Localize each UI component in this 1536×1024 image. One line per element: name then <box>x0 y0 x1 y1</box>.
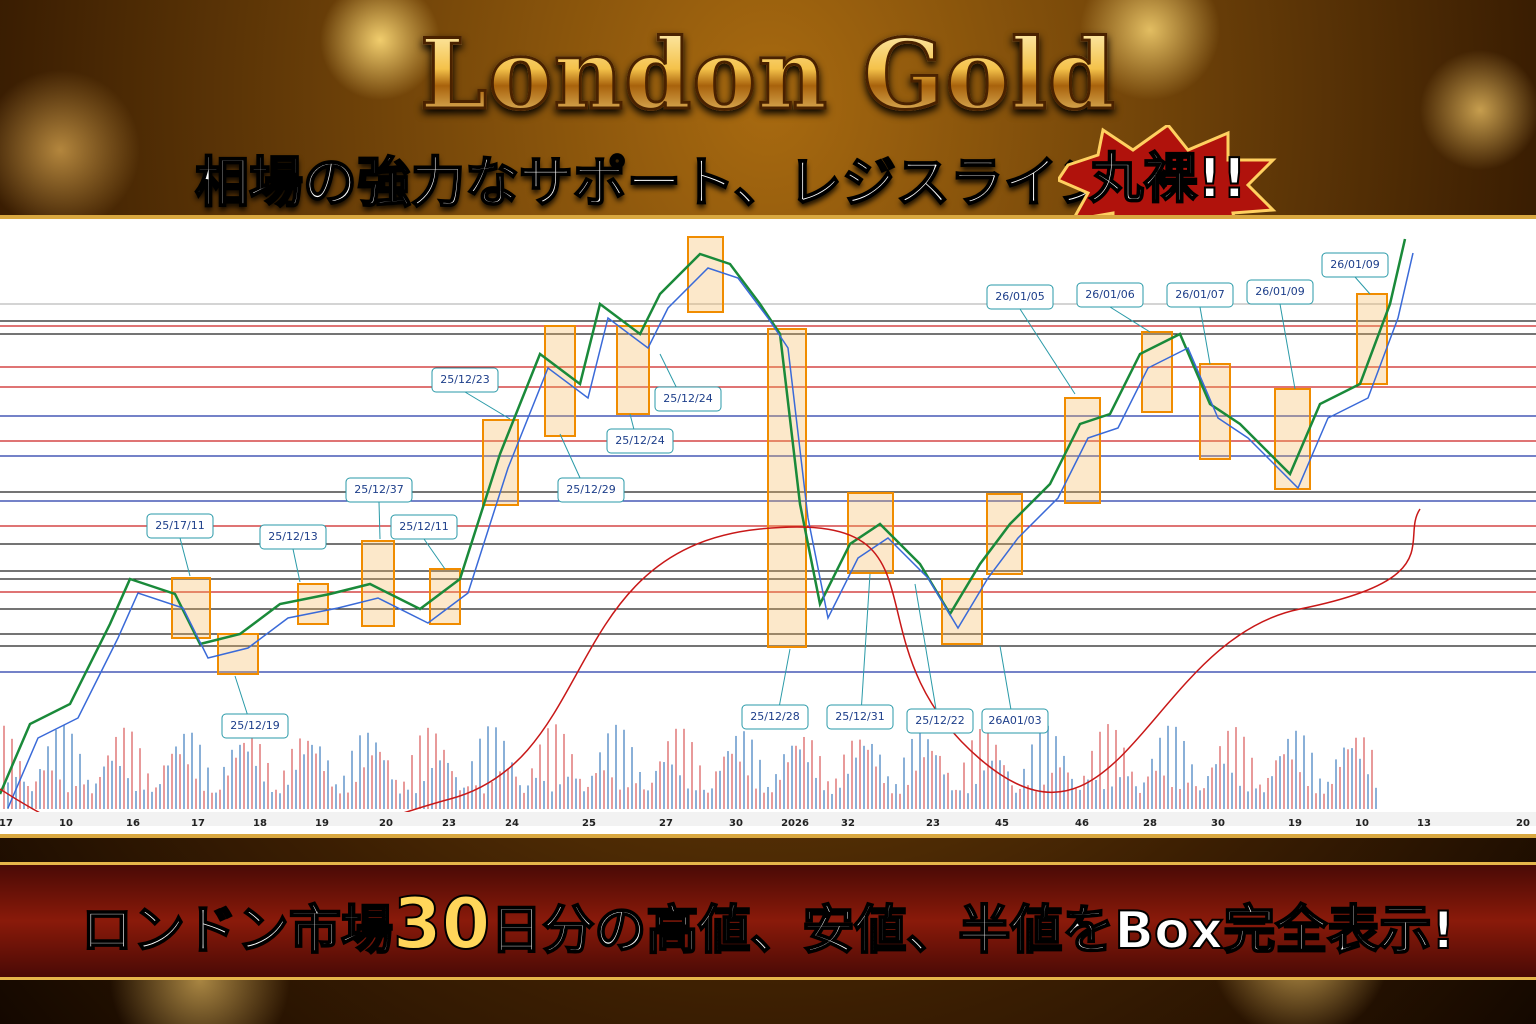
callout-box <box>390 514 458 540</box>
callout-leader <box>859 573 871 730</box>
footer-part: 日分の高値、安値、半値を <box>489 900 1115 962</box>
callout-leader <box>1199 306 1211 365</box>
callout-label: 26/01/05 <box>995 290 1044 303</box>
footer-number: 30 <box>392 882 491 966</box>
range-box <box>544 325 576 437</box>
x-tick-label: 10 <box>59 818 73 826</box>
x-tick-label: 16 <box>126 818 140 826</box>
x-tick-label: 2026 <box>781 818 809 826</box>
footer-part: Box <box>1113 900 1224 962</box>
callout-label: 26/01/06 <box>1085 288 1134 301</box>
chart-panel: 25/17/11 25/12/13 25/12/37 25/12/11 25/12/23… <box>0 215 1536 861</box>
callout-box <box>345 477 413 503</box>
callout-box <box>981 708 1049 734</box>
callout-label: 25/12/37 <box>354 483 403 496</box>
callout-box <box>431 367 499 393</box>
callout-box <box>606 428 674 454</box>
x-tick-label: 20 <box>379 818 393 826</box>
footer-part: 完全表示! <box>1222 900 1456 962</box>
callout-label: 25/17/11 <box>155 519 204 532</box>
range-box <box>941 578 983 645</box>
x-tick-label: 19 <box>315 818 329 826</box>
x-tick-label: 17 <box>0 818 13 826</box>
callout-box <box>654 386 722 412</box>
x-tick-label: 19 <box>1288 818 1302 826</box>
footer-part: ロンドン市場 <box>80 900 394 962</box>
callout-box <box>826 704 894 730</box>
callout-leader <box>1354 276 1371 295</box>
x-tick-label: 32 <box>841 818 855 826</box>
callout-leader <box>179 537 191 577</box>
range-box <box>986 493 1023 575</box>
x-tick-label: 24 <box>505 818 519 826</box>
x-tick-label: 18 <box>253 818 267 826</box>
x-tick-label: 28 <box>1143 818 1157 826</box>
callout-label: 25/12/31 <box>835 710 884 723</box>
callout-box <box>1246 279 1314 305</box>
x-axis <box>0 812 1536 832</box>
x-tick-label: 17 <box>191 818 205 826</box>
callout-label: 25/12/22 <box>915 714 964 727</box>
x-tick-label: 45 <box>995 818 1009 826</box>
badge-text: 丸裸!! <box>1088 147 1246 210</box>
callout-label: 25/12/24 <box>615 434 664 447</box>
range-box <box>171 577 211 639</box>
title: London Gold <box>0 17 1536 133</box>
footer-text: ロンドン市場30日分の高値、安値、半値をBox完全表示! <box>0 882 1536 966</box>
x-tick-label: 25 <box>582 818 596 826</box>
range-box <box>297 583 329 625</box>
range-box <box>361 540 395 627</box>
callout-label: 25/12/29 <box>566 483 615 496</box>
callout-label: 25/12/13 <box>268 530 317 543</box>
callout-box <box>1076 282 1144 308</box>
range-box <box>616 325 650 415</box>
x-tick-label: 23 <box>926 818 940 826</box>
callout-box <box>1166 282 1234 308</box>
callout-label: 25/12/11 <box>399 520 448 533</box>
x-tick-label: 23 <box>442 818 456 826</box>
callout-box <box>557 477 625 503</box>
callout-leader <box>464 391 511 420</box>
x-tick-label: 13 <box>1417 818 1431 826</box>
x-tick-label: 30 <box>729 818 743 826</box>
callout-label: 25/12/19 <box>230 719 279 732</box>
callout-leader <box>378 501 381 540</box>
x-tick-label: 30 <box>1211 818 1225 826</box>
callout-box <box>259 524 327 550</box>
range-box <box>847 492 894 574</box>
callout-label: 25/12/24 <box>663 392 712 405</box>
callout-leader <box>1279 303 1296 390</box>
callout-label: 25/12/28 <box>750 710 799 723</box>
range-box <box>767 328 807 648</box>
range-box <box>1356 293 1388 385</box>
callout-leader <box>292 548 301 583</box>
range-box <box>687 236 724 313</box>
callout-leader <box>914 583 941 734</box>
x-tick-label: 10 <box>1355 818 1369 826</box>
callout-leader <box>1109 306 1151 333</box>
callout-box <box>741 704 809 730</box>
callout-label: 26/01/09 <box>1330 258 1379 271</box>
callout-leader <box>423 538 446 570</box>
callout-label: 25/12/23 <box>440 373 489 386</box>
callout-label: 26/01/07 <box>1175 288 1224 301</box>
chart: 25/17/11 25/12/13 25/12/37 25/12/11 25/12/23… <box>0 236 1536 861</box>
price-line <box>0 238 1407 795</box>
callout-label: 26A01/03 <box>988 714 1041 727</box>
callout-label: 26/01/09 <box>1255 285 1304 298</box>
callout-box <box>1321 252 1389 278</box>
callout-box <box>986 284 1054 310</box>
footer-band: ロンドン市場30日分の高値、安値、半値をBox完全表示! <box>0 862 1536 980</box>
band-line <box>7 252 1414 809</box>
callout-box <box>221 713 289 739</box>
callout-box <box>906 708 974 734</box>
callout-box <box>146 513 214 539</box>
callout-leader <box>1019 308 1076 395</box>
range-box <box>429 568 461 625</box>
x-tick-label: 20 <box>1516 818 1530 826</box>
subtitle: 相場の強力なサポート、レジスラインが <box>194 150 1167 215</box>
x-tick-label: 27 <box>659 818 673 826</box>
x-tick-label: 46 <box>1075 818 1089 826</box>
